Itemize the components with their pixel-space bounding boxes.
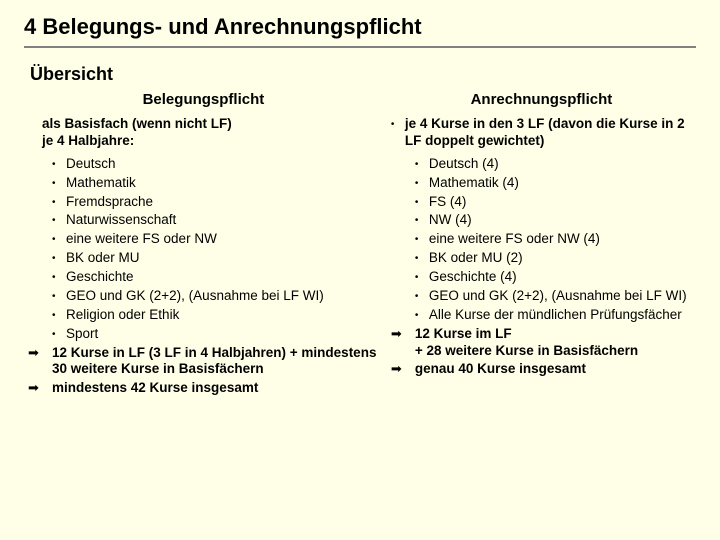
list-item-text: 12 Kurse in LF (3 LF in 4 Halbjahren) + … — [52, 345, 379, 379]
bullet-icon: • — [52, 212, 66, 229]
bullet-icon: • — [415, 269, 429, 286]
bullet-icon: • — [415, 288, 429, 305]
bullet-icon: • — [52, 194, 66, 211]
list-item-text: Deutsch — [66, 156, 379, 173]
right-intro-text: je 4 Kurse in den 3 LF (davon die Kurse … — [405, 116, 692, 150]
list-item: •BK oder MU — [52, 250, 379, 267]
list-item: •Deutsch — [52, 156, 379, 173]
list-item: •FS (4) — [415, 194, 692, 211]
list-item-text: Geschichte — [66, 269, 379, 286]
arrow-icon: ➡ — [391, 361, 415, 377]
list-item-text: Mathematik — [66, 175, 379, 192]
list-item-text: Alle Kurse der mündlichen Prüfungsfächer — [429, 307, 692, 324]
list-item-text: FS (4) — [429, 194, 692, 211]
list-item: •NW (4) — [415, 212, 692, 229]
list-item-text: Naturwissenschaft — [66, 212, 379, 229]
list-item-text: Sport — [66, 326, 379, 343]
list-item: •Naturwissenschaft — [52, 212, 379, 229]
list-item: •eine weitere FS oder NW — [52, 231, 379, 248]
list-item: ➡genau 40 Kurse insgesamt — [391, 361, 692, 378]
bullet-icon: • — [415, 212, 429, 229]
list-item: •BK oder MU (2) — [415, 250, 692, 267]
left-intro-text: als Basisfach (wenn nicht LF) je 4 Halbj… — [42, 116, 379, 150]
blank-marker — [28, 116, 42, 150]
list-item-text: genau 40 Kurse insgesamt — [415, 361, 692, 378]
bullet-icon: • — [415, 175, 429, 192]
bullet-icon: • — [415, 156, 429, 173]
list-item-text: Fremdsprache — [66, 194, 379, 211]
right-summary: ➡12 Kurse im LF + 28 weitere Kurse in Ba… — [391, 326, 692, 379]
list-item: •Fremdsprache — [52, 194, 379, 211]
list-item: •Geschichte (4) — [415, 269, 692, 286]
bullet-icon: • — [415, 194, 429, 211]
left-list: •Deutsch•Mathematik•Fremdsprache•Naturwi… — [28, 156, 379, 343]
list-item: ➡12 Kurse in LF (3 LF in 4 Halbjahren) +… — [28, 345, 379, 379]
list-item: •Deutsch (4) — [415, 156, 692, 173]
left-header: Belegungspflicht — [28, 91, 379, 108]
list-item: •eine weitere FS oder NW (4) — [415, 231, 692, 248]
bullet-icon: • — [52, 307, 66, 324]
left-intro: als Basisfach (wenn nicht LF) je 4 Halbj… — [28, 116, 379, 150]
list-item-text: Mathematik (4) — [429, 175, 692, 192]
list-item-text: 12 Kurse im LF + 28 weitere Kurse in Bas… — [415, 326, 692, 360]
list-item-text: Deutsch (4) — [429, 156, 692, 173]
list-item-text: GEO und GK (2+2), (Ausnahme bei LF WI) — [429, 288, 692, 305]
list-item: •Sport — [52, 326, 379, 343]
list-item: •Alle Kurse der mündlichen Prüfungsfäche… — [415, 307, 692, 324]
list-item: ➡mindestens 42 Kurse insgesamt — [28, 380, 379, 397]
bullet-icon: • — [415, 250, 429, 267]
page-subtitle: Übersicht — [30, 64, 696, 85]
list-item: •Mathematik — [52, 175, 379, 192]
bullet-icon: • — [52, 231, 66, 248]
bullet-icon: • — [52, 175, 66, 192]
list-item: •Mathematik (4) — [415, 175, 692, 192]
list-item: •Religion oder Ethik — [52, 307, 379, 324]
list-item-text: Geschichte (4) — [429, 269, 692, 286]
arrow-icon: ➡ — [28, 345, 52, 361]
list-item-text: Religion oder Ethik — [66, 307, 379, 324]
list-item: •Geschichte — [52, 269, 379, 286]
right-header: Anrechnungspflicht — [391, 91, 692, 108]
list-item-text: NW (4) — [429, 212, 692, 229]
left-summary: ➡12 Kurse in LF (3 LF in 4 Halbjahren) +… — [28, 345, 379, 398]
bullet-icon: • — [52, 326, 66, 343]
list-item-text: eine weitere FS oder NW — [66, 231, 379, 248]
bullet-icon: • — [52, 250, 66, 267]
list-item-text: BK oder MU — [66, 250, 379, 267]
list-item-text: eine weitere FS oder NW (4) — [429, 231, 692, 248]
arrow-icon: ➡ — [28, 380, 52, 396]
page-title: 4 Belegungs- und Anrechnungspflicht — [24, 14, 696, 48]
bullet-icon: • — [391, 116, 405, 150]
list-item-text: mindestens 42 Kurse insgesamt — [52, 380, 379, 397]
bullet-icon: • — [415, 231, 429, 248]
list-item-text: BK oder MU (2) — [429, 250, 692, 267]
bullet-icon: • — [52, 269, 66, 286]
list-item: •GEO und GK (2+2), (Ausnahme bei LF WI) — [415, 288, 692, 305]
left-column: Belegungspflicht als Basisfach (wenn nic… — [24, 91, 387, 399]
right-column: Anrechnungspflicht • je 4 Kurse in den 3… — [387, 91, 696, 399]
bullet-icon: • — [52, 288, 66, 305]
arrow-icon: ➡ — [391, 326, 415, 342]
columns: Belegungspflicht als Basisfach (wenn nic… — [24, 91, 696, 399]
right-intro: • je 4 Kurse in den 3 LF (davon die Kurs… — [391, 116, 692, 150]
bullet-icon: • — [52, 156, 66, 173]
list-item: ➡12 Kurse im LF + 28 weitere Kurse in Ba… — [391, 326, 692, 360]
bullet-icon: • — [415, 307, 429, 324]
list-item: •GEO und GK (2+2), (Ausnahme bei LF WI) — [52, 288, 379, 305]
list-item-text: GEO und GK (2+2), (Ausnahme bei LF WI) — [66, 288, 379, 305]
right-list: •Deutsch (4)•Mathematik (4)•FS (4)•NW (4… — [391, 156, 692, 324]
